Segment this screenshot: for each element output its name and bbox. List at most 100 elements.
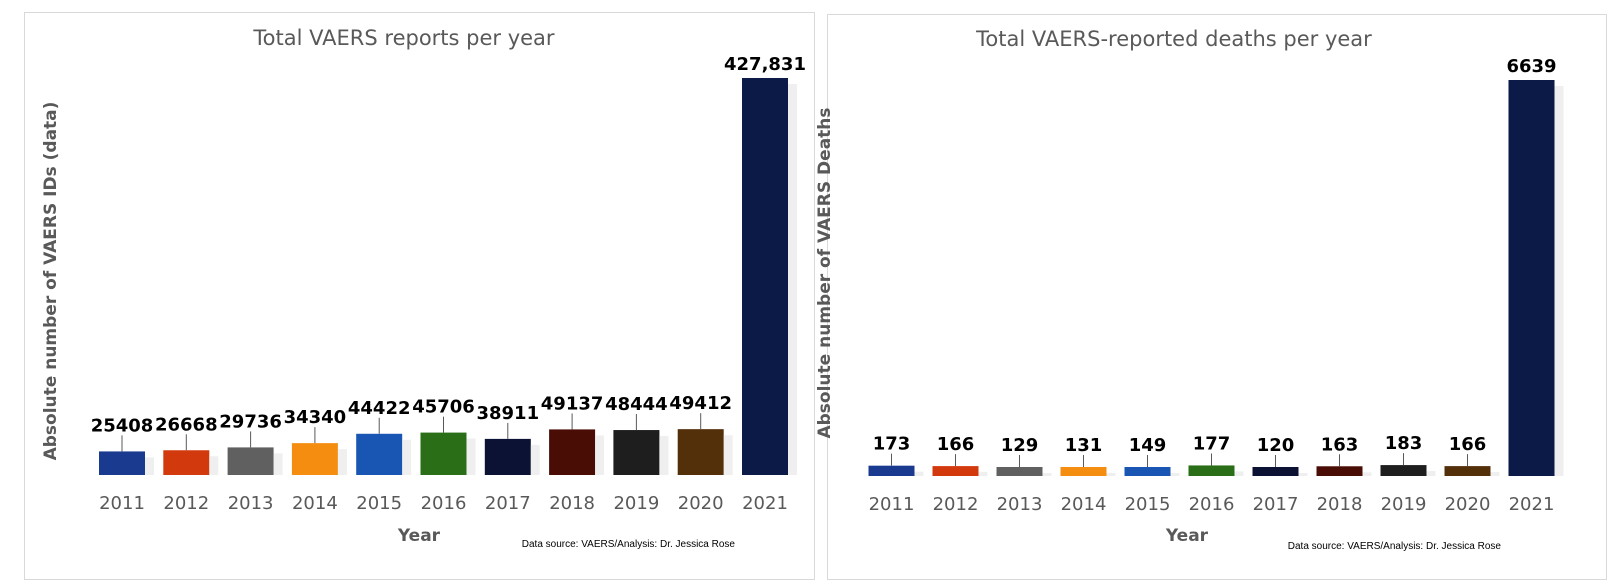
bar-2021 [1508,80,1555,476]
data-label-2021: 6639 [1506,56,1556,77]
chart-title: Total VAERS reports per year [252,26,555,50]
y-axis-label: Absolute number of VAERS IDs (data) [41,102,61,461]
x-tick-label-2013: 2013 [228,493,274,514]
x-axis-label: Year [397,526,441,546]
data-source-note: Data source: VAERS/Analysis: Dr. Jessica… [522,539,736,550]
bar-2014 [291,443,338,475]
data-label-2015: 44422 [348,398,411,419]
bar-2012 [163,450,210,475]
data-label-2018: 49137 [541,393,604,414]
bar-2021 [742,78,788,475]
data-label-2014: 34340 [284,407,347,428]
bar-shadow-2017 [1298,473,1308,476]
bar-shadow-2018 [595,435,605,475]
bar-2011 [868,465,915,476]
x-tick-label-2017: 2017 [485,493,531,514]
bar-shadow-2020 [723,435,733,475]
data-label-2019: 183 [1385,433,1423,454]
x-tick-label-2017: 2017 [1253,494,1299,515]
x-tick-label-2015: 2015 [1125,494,1171,515]
x-tick-label-2018: 2018 [549,493,595,514]
bar-2016 [1188,465,1235,476]
bar-shadow-2015 [1170,473,1180,476]
bar-2011 [99,451,145,475]
bar-shadow-2015 [402,439,412,475]
x-tick-label-2020: 2020 [678,493,724,514]
bar-2018 [1316,466,1363,476]
bars-group: 25408 2011 26668 2012 29736 2013 34340 2014 4442… [91,54,806,514]
bar-shadow-2012 [978,472,988,476]
data-label-2012: 166 [937,434,975,455]
deaths-chart-panel: Total VAERS-reported deaths per year Abs… [815,14,1607,580]
x-tick-label-2012: 2012 [163,493,209,514]
bar-shadow-2013 [273,453,283,475]
data-label-2013: 29736 [219,411,282,432]
reports-chart-panel: Total VAERS reports per year Absolute nu… [24,12,815,580]
data-label-2020: 49412 [669,393,732,414]
bar-shadow-2020 [1490,472,1500,476]
chart-title: Total VAERS-reported deaths per year [975,27,1372,51]
bar-2017 [484,438,531,475]
data-label-2016: 177 [1193,433,1231,454]
x-axis-label: Year [1165,526,1209,546]
data-label-2011: 25408 [91,415,154,436]
bar-shadow-2014 [337,449,347,475]
x-tick-label-2018: 2018 [1317,494,1363,515]
bar-shadow-2011 [914,471,924,476]
bar-2013 [227,447,274,475]
x-tick-label-2016: 2016 [1189,494,1235,515]
bar-2014 [1060,467,1107,476]
x-tick-label-2011: 2011 [99,493,145,514]
bar-shadow-2012 [209,456,219,475]
data-label-2021: 427,831 [724,54,806,75]
bar-shadow-2021 [788,84,797,475]
data-label-2017: 38911 [476,403,539,424]
bar-shadow-2017 [530,444,540,475]
x-tick-label-2020: 2020 [1445,494,1491,515]
y-axis-label: Absolute number of VAERS Deaths [815,107,835,438]
x-tick-label-2019: 2019 [613,493,659,514]
data-label-2013: 129 [1001,435,1039,456]
bars-group: 173 2011 166 2012 129 2013 131 2014 149 2015 177 20… [868,56,1564,515]
data-label-2016: 45706 [412,397,475,418]
deaths-bar-chart: Total VAERS-reported deaths per year Abs… [815,27,1564,552]
bar-2015 [356,433,403,475]
x-tick-label-2013: 2013 [997,494,1043,515]
bar-2020 [677,429,724,475]
data-source-note: Data source: VAERS/Analysis: Dr. Jessica… [1288,541,1502,552]
x-tick-label-2012: 2012 [933,494,979,515]
bar-shadow-2021 [1554,86,1564,476]
data-label-2017: 120 [1257,435,1295,456]
x-tick-label-2014: 2014 [1061,494,1107,515]
data-label-2018: 163 [1321,434,1359,455]
bar-2013 [996,467,1043,476]
bar-shadow-2019 [659,436,669,475]
bar-2020 [1444,466,1491,476]
bar-2016 [420,432,467,475]
bar-shadow-2011 [145,457,154,475]
data-label-2015: 149 [1129,435,1167,456]
bar-shadow-2016 [1234,471,1244,476]
x-tick-label-2021: 2021 [742,493,788,514]
x-tick-label-2011: 2011 [869,494,915,515]
data-label-2014: 131 [1065,435,1103,456]
bar-shadow-2014 [1106,473,1116,476]
data-label-2019: 48444 [605,394,668,415]
x-tick-label-2021: 2021 [1509,494,1555,515]
bar-2018 [549,429,596,475]
data-label-2012: 26668 [155,414,218,435]
bar-shadow-2013 [1042,473,1052,476]
bar-2019 [1380,465,1427,476]
x-tick-label-2019: 2019 [1381,494,1427,515]
bar-shadow-2018 [1362,472,1372,476]
bar-shadow-2016 [466,438,476,475]
bar-2019 [613,430,660,475]
x-tick-label-2014: 2014 [292,493,338,514]
bar-2015 [1124,467,1171,476]
data-label-2020: 166 [1449,434,1487,455]
bar-2012 [932,466,979,476]
x-tick-label-2015: 2015 [356,493,402,514]
bar-2017 [1252,467,1299,476]
reports-bar-chart: Total VAERS reports per year Absolute nu… [41,26,806,550]
bar-shadow-2019 [1426,471,1436,476]
